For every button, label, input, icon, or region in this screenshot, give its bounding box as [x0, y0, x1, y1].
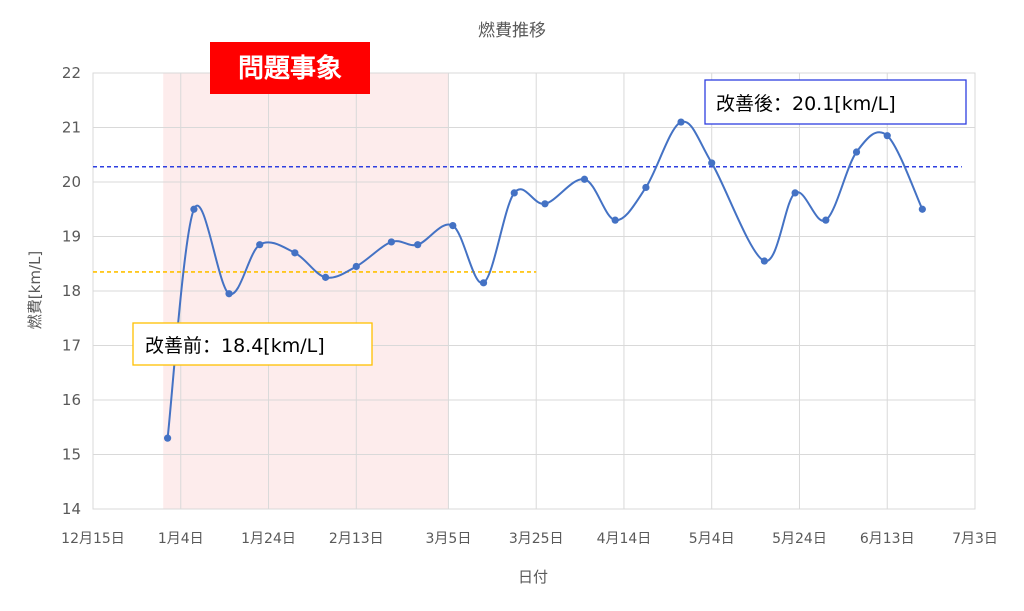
y-tick-label: 22 [62, 64, 81, 82]
before-label: 改善前：18.4[km/L] [145, 335, 325, 357]
problem-label: 問題事象 [238, 53, 342, 84]
x-tick-label: 5月24日 [772, 531, 827, 547]
data-point [611, 216, 619, 224]
x-tick-label: 7月3日 [952, 531, 998, 547]
data-point [791, 189, 799, 197]
data-point [642, 183, 650, 192]
data-point [822, 216, 830, 224]
data-point [291, 249, 299, 257]
data-point [708, 159, 716, 167]
x-tick-label: 1月24日 [241, 531, 296, 547]
y-axis-title: 燃費[km/L] [26, 251, 44, 329]
data-point [852, 148, 861, 156]
after-label-box [704, 79, 967, 125]
x-tick-label: 5月4日 [689, 531, 735, 547]
y-tick-label: 16 [62, 391, 81, 409]
data-point [225, 290, 233, 298]
y-tick-label: 15 [62, 446, 81, 464]
y-tick-label: 14 [62, 500, 81, 518]
data-point [510, 189, 518, 197]
before-label-box [132, 322, 373, 366]
x-axis-title: 日付 [518, 568, 548, 586]
x-tick-label: 4月14日 [597, 531, 652, 547]
x-tick-label: 2月13日 [329, 531, 384, 547]
data-point [449, 222, 457, 230]
data-point [760, 257, 768, 265]
data-point [883, 132, 891, 140]
problem-label-box [210, 42, 370, 94]
data-point [163, 434, 172, 442]
chart-title: 燃費推移 [478, 21, 546, 41]
x-tick-label: 12月15日 [61, 531, 125, 547]
y-tick-label: 18 [62, 282, 81, 300]
data-point [414, 241, 422, 249]
data-point [256, 241, 264, 249]
data-point [677, 118, 685, 126]
after-label: 改善後：20.1[km/L] [716, 93, 896, 115]
x-tick-label: 3月5日 [426, 531, 472, 547]
data-point [321, 273, 330, 281]
x-tick-label: 6月13日 [860, 531, 915, 547]
data-point [387, 238, 395, 246]
y-tick-label: 19 [62, 228, 81, 246]
y-tick-label: 17 [62, 337, 81, 355]
y-tick-label: 21 [62, 119, 81, 137]
data-point [918, 205, 926, 213]
data-point [580, 175, 589, 183]
data-point [190, 205, 198, 213]
x-tick-label: 3月25日 [509, 531, 564, 547]
data-point [541, 200, 549, 208]
plot-area-border [92, 72, 976, 510]
data-point [352, 262, 360, 271]
x-tick-label: 1月4日 [158, 531, 204, 547]
y-tick-label: 20 [62, 173, 81, 191]
data-point [479, 279, 488, 287]
